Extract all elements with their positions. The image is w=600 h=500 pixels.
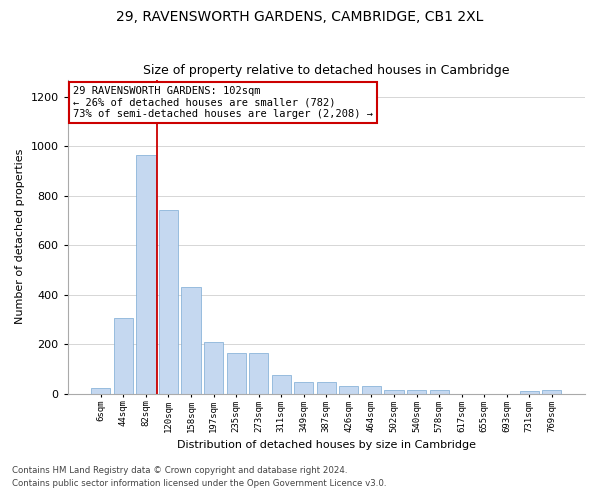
- Bar: [407, 390, 426, 394]
- Bar: [159, 210, 178, 394]
- Bar: [227, 353, 246, 394]
- Bar: [520, 390, 539, 394]
- Bar: [114, 318, 133, 394]
- Bar: [385, 390, 404, 394]
- Text: Contains HM Land Registry data © Crown copyright and database right 2024.
Contai: Contains HM Land Registry data © Crown c…: [12, 466, 386, 487]
- X-axis label: Distribution of detached houses by size in Cambridge: Distribution of detached houses by size …: [177, 440, 476, 450]
- Bar: [204, 342, 223, 394]
- Title: Size of property relative to detached houses in Cambridge: Size of property relative to detached ho…: [143, 64, 509, 77]
- Bar: [249, 353, 268, 394]
- Bar: [91, 388, 110, 394]
- Text: 29, RAVENSWORTH GARDENS, CAMBRIDGE, CB1 2XL: 29, RAVENSWORTH GARDENS, CAMBRIDGE, CB1 …: [116, 10, 484, 24]
- Bar: [362, 386, 381, 394]
- Bar: [272, 376, 291, 394]
- Bar: [294, 382, 313, 394]
- Bar: [542, 390, 562, 394]
- Bar: [136, 155, 155, 394]
- Bar: [340, 386, 358, 394]
- Bar: [181, 288, 200, 394]
- Bar: [430, 390, 449, 394]
- Text: 29 RAVENSWORTH GARDENS: 102sqm
← 26% of detached houses are smaller (782)
73% of: 29 RAVENSWORTH GARDENS: 102sqm ← 26% of …: [73, 86, 373, 119]
- Bar: [317, 382, 336, 394]
- Y-axis label: Number of detached properties: Number of detached properties: [15, 149, 25, 324]
